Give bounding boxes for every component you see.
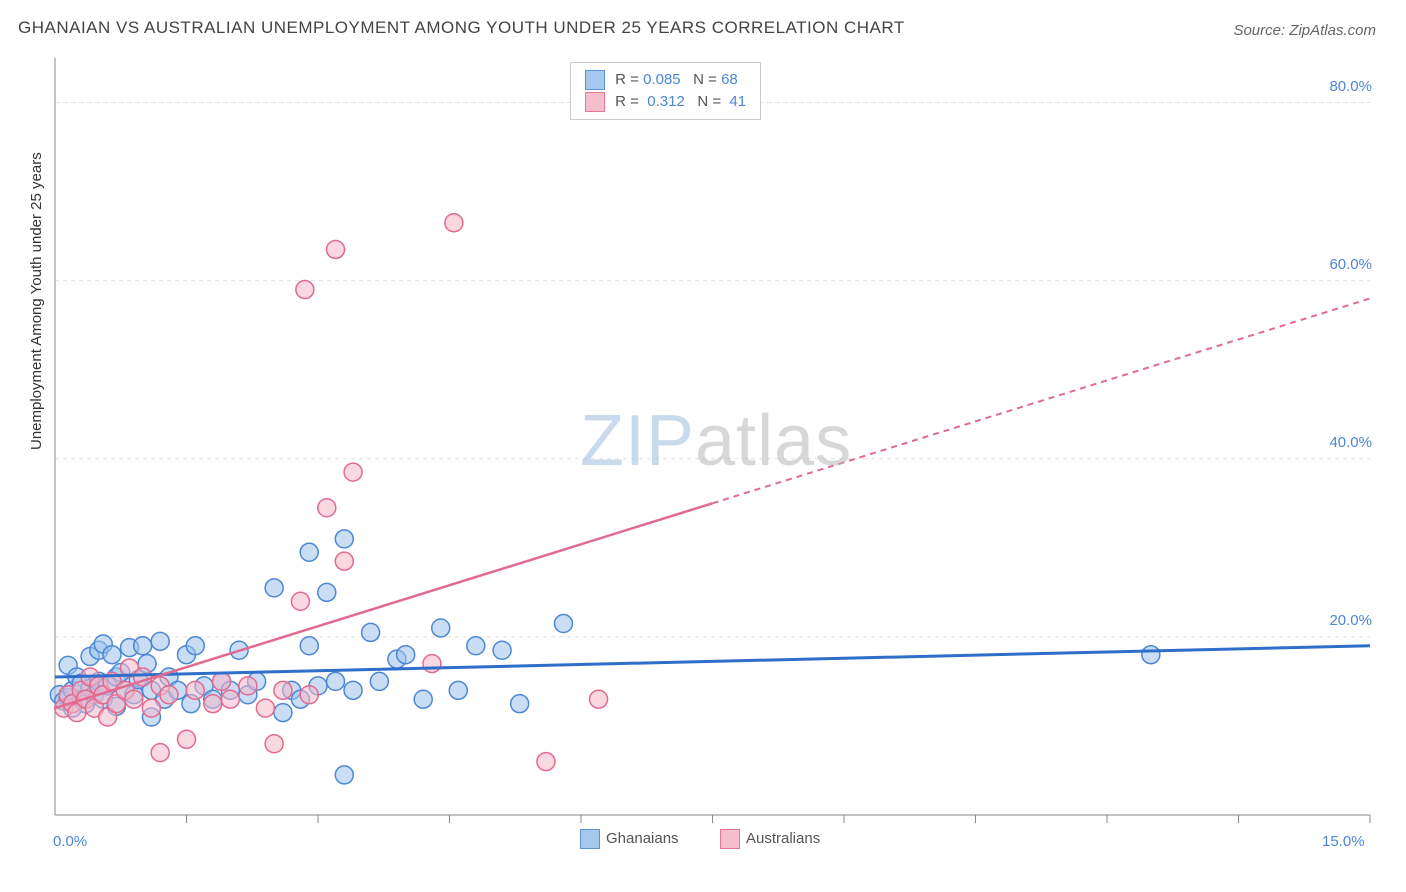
legend-label: Australians	[746, 830, 820, 847]
legend-label: Ghanaians	[606, 830, 679, 847]
swatch-ghanaians-icon	[580, 829, 600, 849]
y-tick-label: 20.0%	[1329, 612, 1372, 629]
swatch-ghanaians-icon	[585, 70, 605, 90]
scatter-plot	[0, 0, 1406, 892]
stats-legend: R = 0.085 N = 68 R = 0.312 N = 41	[570, 62, 761, 120]
y-tick-label: 80.0%	[1329, 78, 1372, 95]
stats-row-ghanaians: R = 0.085 N = 68	[585, 69, 746, 91]
n-value-australians: 41	[729, 93, 746, 110]
y-tick-label: 60.0%	[1329, 256, 1372, 273]
legend-item-australians: Australians	[720, 829, 820, 849]
y-tick-label: 40.0%	[1329, 434, 1372, 451]
swatch-australians-icon	[585, 92, 605, 112]
r-value-australians: 0.312	[647, 93, 685, 110]
swatch-australians-icon	[720, 829, 740, 849]
x-max-label: 15.0%	[1322, 833, 1365, 850]
x-origin-label: 0.0%	[53, 833, 87, 850]
r-value-ghanaians: 0.085	[643, 71, 681, 88]
legend-item-ghanaians: Ghanaians	[580, 829, 679, 849]
stats-row-australians: R = 0.312 N = 41	[585, 91, 746, 113]
n-value-ghanaians: 68	[721, 71, 738, 88]
